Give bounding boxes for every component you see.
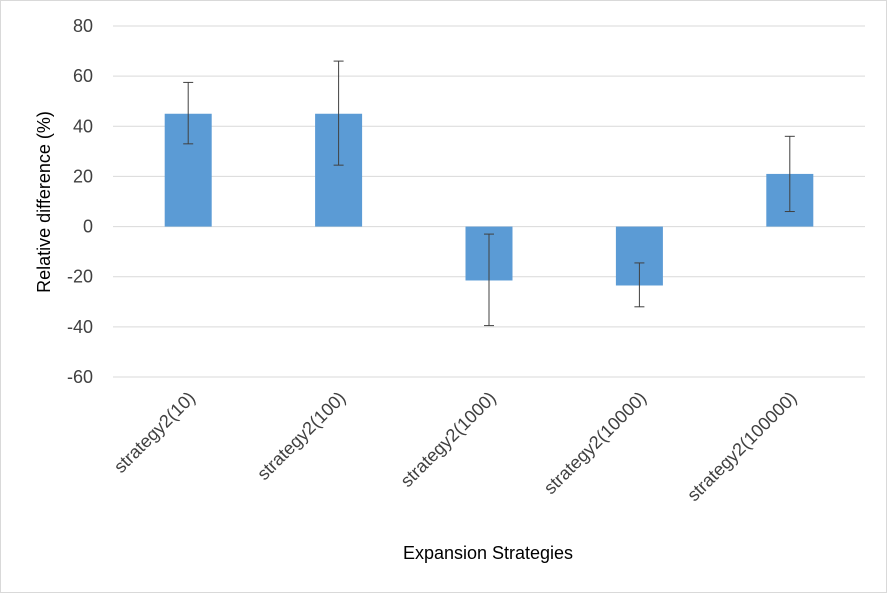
bars [164,113,814,286]
x-tick-label: strategy2(10000) [540,388,650,498]
x-tick-label: strategy2(1000) [397,388,500,491]
x-tick-labels: strategy2(10) strategy2(100) strategy2(100… [110,388,801,505]
error-bars [183,60,795,327]
x-tick-label: strategy2(100000) [683,388,800,505]
x-axis-title: Expansion Strategies [403,543,573,563]
error-bar [183,81,194,145]
y-tick-label: -60 [67,367,93,387]
error-bar [333,60,344,166]
error-bar [784,135,795,213]
y-tick-label: -40 [67,317,93,337]
error-bar [484,233,494,327]
y-tick-label: 60 [73,66,93,86]
y-tick-labels: 80 60 40 20 0 -20 -40 -60 [67,16,93,387]
x-tick-label: strategy2(10) [110,388,199,477]
x-tick-label: strategy2(100) [253,388,349,484]
y-tick-label: 40 [73,116,93,136]
y-tick-label: 80 [73,16,93,36]
y-tick-label: 0 [83,217,93,237]
y-tick-label: -20 [67,267,93,287]
error-bar [634,262,645,308]
y-tick-label: 20 [73,166,93,186]
y-axis-title: Relative difference (%) [34,111,54,293]
